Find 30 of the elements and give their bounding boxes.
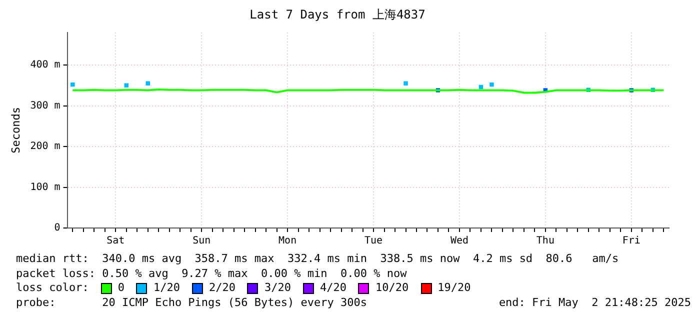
legend-label: 19/20 xyxy=(438,281,471,296)
point xyxy=(490,82,494,87)
text: end: Fri May 2 21:48:25 2025 xyxy=(498,296,691,310)
point xyxy=(146,81,150,86)
y-tick-label: 0 xyxy=(54,222,60,234)
y-tick-label: 400 m xyxy=(30,60,60,71)
x-tick-label: Tue xyxy=(364,236,383,247)
x-tick-label: Mon xyxy=(278,236,297,247)
legend-label: 4/20 xyxy=(320,281,346,296)
x-tick-label: Thu xyxy=(536,236,554,247)
point xyxy=(70,82,75,87)
text: median rtt: 340.0 ms avg 358.7 ms max 332.4 ms min 338.5 ms now 4.2 ms sd 80.6 am/s xyxy=(16,252,620,266)
y-tick-label: 200 m xyxy=(30,141,60,152)
legend-label: 3/20 xyxy=(264,281,291,296)
legend-title: loss color: xyxy=(16,281,89,296)
y-tick-label: 300 m xyxy=(30,100,60,112)
legend-label: 10/20 xyxy=(375,281,409,296)
chart-title: Last 7 Days from 上海4837 xyxy=(250,7,426,22)
y-axis-title: Seconds xyxy=(9,107,22,154)
y-tick-label: 100 m xyxy=(30,182,60,193)
text: packet loss: 0.50 % avg 9.27 % max 0.00 % min 0.00 % now xyxy=(16,266,408,281)
legend-label: 0 xyxy=(118,281,124,296)
point xyxy=(404,81,408,86)
text: probe: 20 ICMP Echo Pings (56 Bytes) every 300s xyxy=(16,296,367,310)
legend-label: 1/20 xyxy=(153,281,180,296)
legend-label: 2/20 xyxy=(208,281,236,296)
x-tick-label: Sat xyxy=(106,236,125,247)
x-tick-label: Fri xyxy=(622,236,640,247)
x-tick-label: Sun xyxy=(192,236,211,247)
x-tick-label: Wed xyxy=(450,236,469,247)
